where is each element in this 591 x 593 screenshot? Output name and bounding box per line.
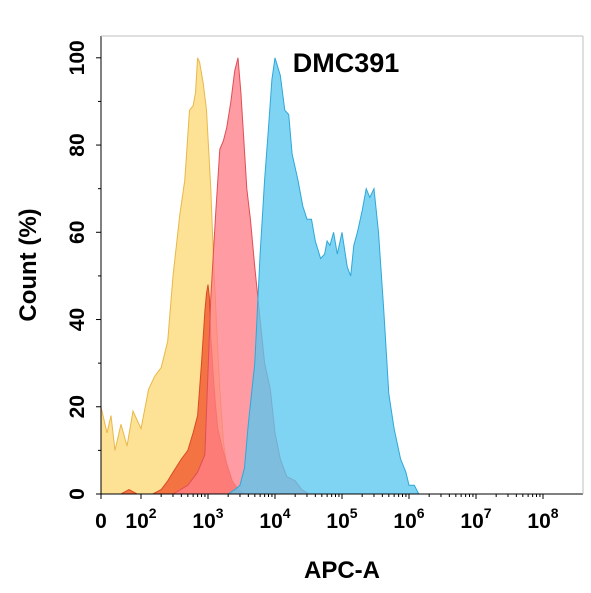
chart-title: DMC391 — [293, 48, 400, 78]
x-tick-label: 106 — [393, 505, 424, 533]
y-tick-label: 0 — [66, 488, 89, 500]
x-tick-label: 103 — [192, 505, 223, 533]
y-axis-label: Count (%) — [15, 208, 42, 321]
y-ticks: 0 20 40 60 80 100 — [66, 40, 101, 500]
y-tick-label: 80 — [66, 133, 89, 156]
x-tick-label: 105 — [326, 505, 357, 533]
x-tick-label: 102 — [125, 505, 156, 533]
x-tick-label: 0 — [95, 510, 107, 533]
x-tick-label: 104 — [259, 505, 290, 533]
y-tick-label: 20 — [66, 395, 89, 418]
x-axis-label: APC-A — [304, 557, 380, 584]
y-tick-label: 60 — [66, 221, 89, 244]
y-tick-label: 40 — [66, 308, 89, 331]
x-ticks: 0 102 103 104 105 106 107 108 — [95, 494, 559, 533]
x-tick-label: 107 — [460, 505, 491, 533]
series-layer — [100, 57, 420, 495]
histogram-series-4 — [226, 57, 420, 495]
x-tick-label: 108 — [527, 505, 558, 533]
y-tick-label: 100 — [66, 40, 89, 75]
